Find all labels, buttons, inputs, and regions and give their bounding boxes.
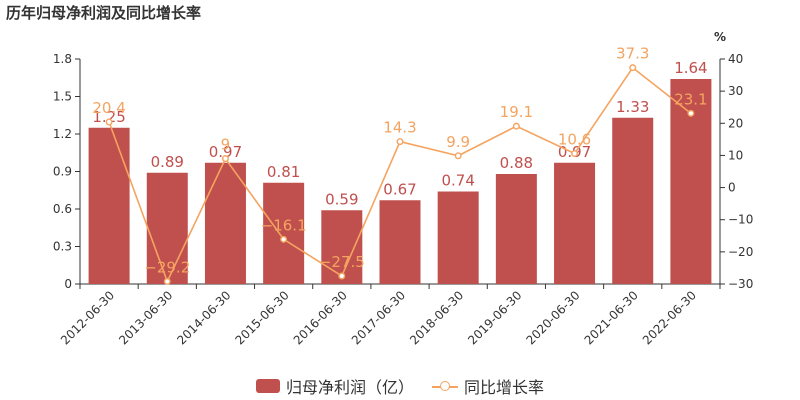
y-right-tick-label: −20 [728, 245, 753, 259]
x-tick-label: 2014-06-30 [174, 288, 233, 347]
x-tick-label: 2013-06-30 [116, 288, 175, 347]
growth-data-label: −27.5 [319, 253, 365, 271]
bar [554, 162, 596, 284]
growth-point [396, 138, 404, 146]
x-tick-label: 2019-06-30 [465, 288, 524, 347]
growth-data-label: 20.4 [92, 99, 125, 117]
growth-data-label: −29.2 [144, 258, 190, 276]
growth-data-label: 10.6 [558, 131, 591, 149]
bar-data-label: 1.25 [92, 108, 125, 126]
growth-point [338, 272, 346, 280]
y-right-tick-label: 10 [728, 148, 743, 162]
bar [88, 127, 130, 284]
legend-bar-swatch [255, 379, 280, 393]
growth-data-label: 9.9 [446, 133, 470, 151]
growth-point [163, 277, 171, 285]
legend-bar-label: 归母净利润（亿） [285, 378, 414, 397]
bar [146, 172, 188, 284]
x-tick-label: 2022-06-30 [640, 288, 699, 347]
y-right-tick-label: 30 [728, 84, 743, 98]
bar-data-label: 0.89 [151, 153, 184, 171]
growth-point [512, 122, 520, 130]
x-tick-label: 2016-06-30 [291, 288, 350, 347]
growth-point [571, 149, 579, 157]
growth-data-label: 37.3 [616, 45, 649, 63]
legend-line-label: 同比增长率 [464, 378, 545, 397]
bar-data-label: 0.74 [441, 172, 474, 190]
x-tick-label: 2021-06-30 [582, 288, 641, 347]
bar [495, 174, 537, 284]
bar-data-label: 1.64 [674, 59, 707, 77]
growth-data-label: −16.1 [261, 216, 307, 234]
chart-canvas: 0 0.3 0.6 0.9 1.2 1.5 1.8 −30 −20 −10 0 10 20 30 40% 20… [53, 30, 753, 347]
bar-data-label: 1.33 [616, 98, 649, 116]
y-right-tick-label: −30 [728, 277, 753, 291]
growth-point [221, 155, 229, 163]
y-left-tick-label: 0.3 [53, 240, 72, 254]
y-left-tick-label: 1.5 [53, 90, 72, 104]
y-left-tick-label: 0.9 [53, 165, 72, 179]
x-tick-label: 2020-06-30 [523, 288, 582, 347]
bar-data-label: 0.97 [209, 143, 242, 161]
legend-item-line[interactable]: 同比增长率 [432, 374, 544, 398]
bar [321, 210, 363, 284]
legend-line-swatch [432, 379, 458, 393]
y-left-tick-label: 1.2 [53, 127, 72, 141]
legend: 归母净利润（亿） 同比增长率 [0, 374, 800, 398]
growth-point [629, 64, 637, 72]
y-right-tick-label: 20 [728, 116, 743, 130]
bar-data-label: 0.81 [267, 163, 300, 181]
growth-data-label: 9 [221, 136, 231, 154]
growth-point [280, 235, 288, 243]
growth-data-label: 14.3 [383, 119, 416, 137]
bar-data-label: 0.59 [325, 190, 358, 208]
chart-title: 历年归母净利润及同比增长率 [6, 4, 202, 22]
bar [670, 79, 712, 284]
growth-point [687, 109, 695, 117]
bar [379, 200, 421, 284]
x-tick-label: 2017-06-30 [349, 288, 408, 347]
x-tick-label: 2012-06-30 [58, 288, 117, 347]
bar [437, 191, 479, 284]
x-tick-label: 2018-06-30 [407, 288, 466, 347]
growth-data-label: 23.1 [674, 90, 707, 108]
x-tick-label: 2015-06-30 [233, 288, 292, 347]
legend-item-bar[interactable]: 归母净利润（亿） [255, 374, 414, 398]
bar [204, 162, 246, 284]
bar-data-label: 0.88 [500, 154, 533, 172]
growth-data-label: 19.1 [500, 103, 533, 121]
y-left-tick-label: 0 [64, 277, 72, 291]
bar-data-label: 0.67 [383, 180, 416, 198]
growth-point [105, 118, 113, 126]
y-right-tick-label: 40 [728, 52, 743, 66]
y-left-tick-label: 1.8 [53, 52, 72, 66]
y-left-tick-label: 0.6 [53, 202, 72, 216]
bar [263, 182, 305, 284]
y-right-unit-label: % [714, 30, 726, 44]
y-right-tick-label: 0 [728, 181, 736, 195]
growth-point [454, 152, 462, 160]
y-right-tick-label: −10 [728, 213, 753, 227]
bar [612, 117, 654, 284]
